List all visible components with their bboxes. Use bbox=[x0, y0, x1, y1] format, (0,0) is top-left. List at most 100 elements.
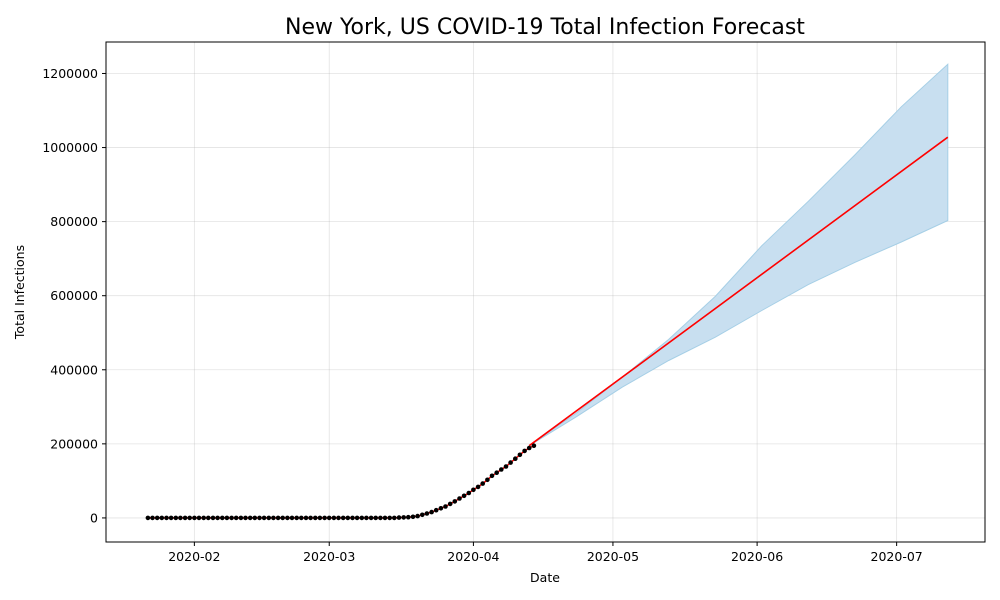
plot-frame bbox=[105, 41, 986, 543]
observed-point bbox=[364, 515, 369, 521]
observed-point bbox=[150, 515, 155, 521]
observed-point bbox=[187, 515, 192, 521]
observed-point bbox=[243, 515, 248, 521]
x-tick-label: 2020-06 bbox=[731, 549, 783, 564]
observed-point bbox=[480, 481, 486, 486]
y-tick-label: 1200000 bbox=[42, 66, 98, 81]
observed-point bbox=[517, 452, 523, 458]
observed-point bbox=[415, 513, 420, 519]
observed-point bbox=[266, 515, 272, 521]
observed-point bbox=[182, 515, 188, 521]
confidence-interval bbox=[528, 63, 949, 447]
observed-point bbox=[350, 515, 355, 521]
x-tick-label: 2020-02 bbox=[168, 549, 220, 564]
observed-point bbox=[299, 515, 304, 521]
y-tick-label: 0 bbox=[90, 510, 98, 525]
observed-point bbox=[215, 515, 220, 521]
forecast-series bbox=[528, 136, 949, 447]
observed-point bbox=[178, 515, 183, 521]
observed-point bbox=[252, 515, 258, 521]
observed-point bbox=[494, 470, 500, 476]
observed-point bbox=[471, 487, 476, 493]
observed-point bbox=[308, 515, 313, 521]
observed-point bbox=[271, 515, 276, 521]
observed-point bbox=[368, 515, 374, 521]
observed-point bbox=[196, 515, 202, 521]
observed-point bbox=[382, 515, 388, 521]
y-tick-label: 600000 bbox=[50, 288, 98, 303]
observed-point bbox=[396, 515, 402, 520]
observed-point bbox=[499, 467, 504, 472]
confidence-band bbox=[528, 63, 949, 447]
observed-point bbox=[303, 515, 309, 521]
observed-point bbox=[503, 464, 509, 469]
observed-point bbox=[443, 504, 448, 509]
observed-point bbox=[289, 515, 295, 521]
observed-point bbox=[261, 515, 267, 521]
x-axis-label: Date bbox=[530, 570, 560, 585]
observed-point bbox=[229, 515, 234, 521]
x-tick-label: 2020-03 bbox=[303, 549, 355, 564]
observed-point bbox=[326, 515, 332, 521]
observed-point bbox=[345, 515, 351, 521]
observed-point bbox=[447, 501, 453, 507]
observed-point bbox=[173, 515, 179, 521]
observed-point bbox=[461, 493, 467, 499]
observed-point bbox=[275, 515, 281, 521]
observed-point bbox=[247, 515, 253, 521]
observed-point bbox=[392, 515, 397, 521]
y-tick-label: 200000 bbox=[50, 436, 98, 451]
observed-point bbox=[317, 515, 323, 521]
observed-point bbox=[168, 515, 174, 521]
observed-point bbox=[145, 515, 151, 521]
observed-point bbox=[466, 490, 472, 496]
observed-point bbox=[452, 499, 458, 504]
y-tick-label: 800000 bbox=[50, 214, 98, 229]
observed-point bbox=[238, 515, 244, 521]
grid bbox=[106, 42, 985, 542]
observed-point bbox=[233, 515, 239, 521]
observed-point bbox=[433, 507, 439, 513]
observed-point bbox=[331, 515, 337, 521]
observed-point bbox=[513, 456, 518, 462]
observed-series bbox=[145, 443, 537, 521]
observed-point bbox=[340, 515, 346, 521]
observed-point bbox=[313, 515, 318, 521]
observed-point bbox=[359, 515, 365, 521]
observed-point bbox=[531, 443, 537, 449]
observed-point bbox=[508, 460, 513, 465]
observed-point bbox=[378, 515, 383, 521]
observed-point bbox=[257, 515, 262, 521]
chart-title: New York, US COVID-19 Total Infection Fo… bbox=[285, 15, 805, 40]
y-axis-label: Total Infections bbox=[12, 245, 27, 340]
forecast-line bbox=[528, 136, 949, 447]
observed-point bbox=[322, 515, 327, 521]
observed-point bbox=[438, 506, 444, 511]
observed-point bbox=[429, 509, 434, 515]
observed-point bbox=[401, 515, 407, 520]
y-tick-label: 1000000 bbox=[42, 140, 98, 155]
observed-point bbox=[526, 445, 532, 451]
x-tick-label: 2020-04 bbox=[447, 549, 499, 564]
observed-point bbox=[489, 473, 495, 479]
observed-point bbox=[164, 515, 169, 521]
observed-point bbox=[485, 477, 490, 483]
observed-point bbox=[336, 515, 341, 521]
observed-point bbox=[406, 514, 411, 520]
observed-point bbox=[522, 448, 527, 454]
observed-point bbox=[201, 515, 206, 521]
observed-point bbox=[192, 515, 197, 521]
x-tick-label: 2020-05 bbox=[587, 549, 639, 564]
observed-point bbox=[154, 515, 160, 521]
fitted-line bbox=[147, 445, 535, 519]
observed-point bbox=[475, 484, 481, 490]
axes: 2020-02 2020-03 2020-04 2020-05 2020-06 2020-… bbox=[42, 41, 986, 564]
y-tick-label: 400000 bbox=[50, 362, 98, 377]
observed-point bbox=[210, 515, 216, 521]
observed-point bbox=[285, 515, 290, 521]
observed-point bbox=[420, 512, 425, 518]
observed-point bbox=[220, 515, 225, 521]
observed-point bbox=[294, 515, 300, 521]
observed-point bbox=[424, 511, 430, 516]
